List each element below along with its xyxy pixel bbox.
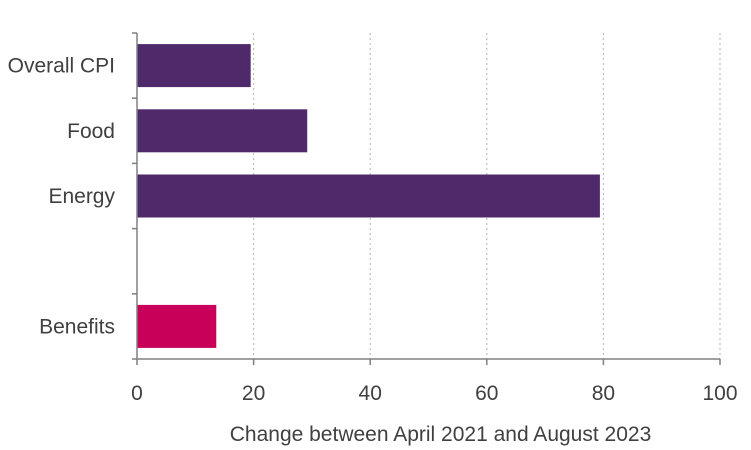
bar [137,174,600,218]
x-tick-label: 20 [242,382,265,405]
bar [137,44,251,88]
y-category-label: Overall CPI [8,55,115,78]
x-tick-label: 0 [131,382,143,405]
axes [136,33,720,360]
y-category-label: Food [67,120,115,143]
y-category-label: Benefits [39,315,115,338]
x-tick-label: 100 [702,382,737,405]
bar [137,109,308,153]
x-tick-label: 60 [475,382,498,405]
y-category-label: Energy [48,185,115,208]
gridlines [253,33,721,359]
labels: 0 20 40 60 80 100 Overall CPI Food Energy Benefit… [8,32,738,405]
bar [137,304,217,348]
x-tick-label: 40 [359,382,382,405]
x-tick-label: 80 [592,382,615,405]
x-axis-title: Change between April 2021 and August 202… [230,423,652,446]
bars [137,44,600,348]
